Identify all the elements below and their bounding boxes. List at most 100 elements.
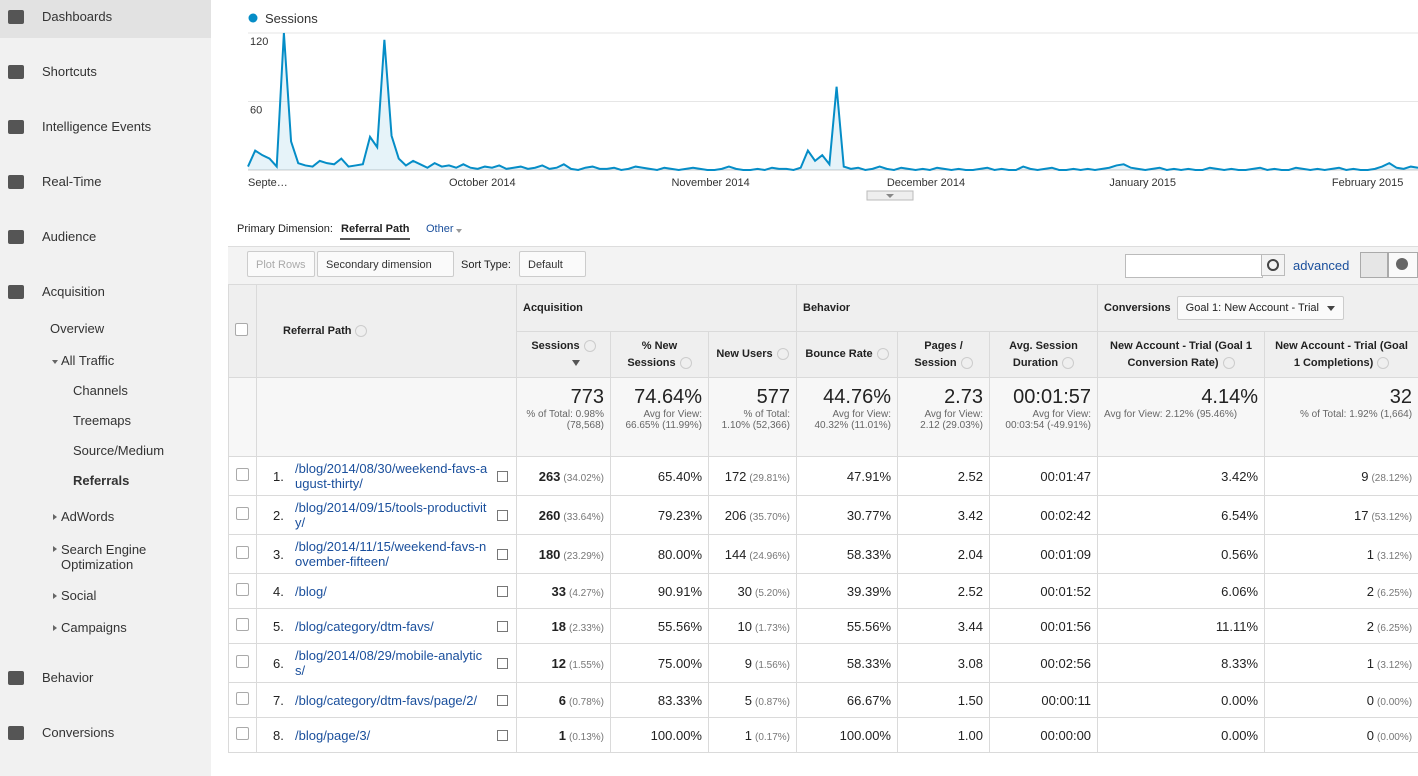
nav-item[interactable]: Real-Time (42, 174, 102, 189)
referral-link[interactable]: /blog/2014/08/29/mobile-analytics/ (295, 648, 483, 678)
data-row: 8./blog/page/3/1 (0.13%) 100.00% 1 (0.17%) 10… (228, 717, 1418, 753)
nav-subitem[interactable]: Source/Medium (73, 443, 165, 458)
new-users-cell: 206 (35.70%) (708, 495, 797, 535)
dimension-value[interactable]: Referral Path (341, 223, 410, 235)
new-users-cell: 1 (0.17%) (708, 717, 797, 753)
data-row: 1. /blog/2014/08/30/weekend-favs-august-t… (228, 456, 1418, 496)
secondary-dimension-button[interactable]: Secondary dimension (317, 251, 454, 294)
checkbox[interactable] (236, 692, 249, 705)
column-header[interactable]: Pages / Session (897, 331, 990, 378)
data-row: 7. /blog/category/dtm-favs/page/2/6 (0.78%… (228, 682, 1418, 718)
column-header[interactable]: % New Sessions (610, 331, 709, 378)
completions-cell: 0 (0.00%) (1264, 682, 1418, 718)
sessions-value: 18 (551, 618, 566, 634)
help-icon[interactable] (1222, 356, 1235, 369)
new-sessions-cell: 65.40% (610, 456, 709, 496)
search-input[interactable] (1125, 254, 1263, 278)
nav-subitem[interactable]: Social (61, 588, 97, 603)
total-note: Avg for View: 66.65% (11.99%) (625, 409, 702, 431)
nav-item[interactable]: Conversions (42, 725, 115, 740)
total-value: 00:01:57 (1013, 386, 1092, 408)
pie-view-button[interactable] (1388, 252, 1418, 278)
help-icon[interactable] (583, 339, 596, 352)
help-icon[interactable] (1062, 356, 1075, 369)
advanced-link[interactable]: advanced (1293, 258, 1350, 273)
nav-icon (8, 120, 24, 134)
checkbox[interactable] (236, 727, 249, 740)
table-view-button[interactable] (1360, 252, 1388, 278)
sessions-cell: 1 (0.13%) (516, 717, 611, 753)
nav-item[interactable]: Shortcuts (42, 64, 97, 79)
nav-item[interactable]: Dashboards (42, 9, 113, 24)
nav-subitem[interactable]: Referrals (73, 473, 130, 488)
external-link-icon[interactable] (497, 729, 508, 741)
external-link-icon[interactable] (497, 620, 508, 632)
referral-link[interactable]: /blog/category/dtm-favs/ (295, 618, 434, 634)
referral-link[interactable]: /blog/2014/11/15/weekend-favs-november-f… (295, 539, 487, 569)
nav-item[interactable]: Intelligence Events (42, 119, 152, 134)
external-link-icon[interactable] (497, 509, 508, 521)
help-icon[interactable] (1377, 356, 1390, 369)
external-link-icon[interactable] (497, 548, 508, 560)
checkbox[interactable] (236, 507, 249, 520)
column-header[interactable]: Bounce Rate (796, 331, 898, 378)
new-users-value: 5 (744, 692, 752, 708)
external-link-icon[interactable] (497, 657, 508, 669)
nav-subitem[interactable]: All Traffic (61, 353, 115, 368)
completions-cell: 9 (28.12%) (1264, 456, 1418, 496)
pages-cell: 2.04 (897, 534, 990, 574)
column-title: Bounce Rate (805, 348, 873, 360)
nav-item[interactable]: Audience (42, 229, 97, 244)
column-header[interactable]: New Users (708, 331, 797, 378)
search-button[interactable] (1261, 254, 1285, 276)
help-icon[interactable] (355, 325, 368, 338)
goal-dropdown[interactable]: Goal 1: New Account - Trial (1176, 296, 1344, 320)
help-icon[interactable] (960, 356, 973, 369)
external-link-icon[interactable] (497, 694, 508, 706)
nav-subitem[interactable]: Campaigns (61, 620, 127, 635)
referral-link[interactable]: /blog/2014/08/30/weekend-favs-august-thi… (295, 461, 488, 491)
column-header[interactable]: Sessions (516, 331, 611, 378)
checkbox[interactable] (236, 618, 249, 631)
checkbox[interactable] (235, 323, 248, 336)
active-highlight (0, 0, 211, 38)
toolbar: Plot Rows Secondary dimension Sort Type:… (228, 246, 1418, 294)
completions-value: 1 (1366, 546, 1375, 562)
row-number: 8. (273, 727, 284, 743)
completions-pct: (3.12%) (1377, 550, 1413, 562)
help-icon[interactable] (876, 348, 889, 361)
row-number: 3. (273, 546, 284, 562)
nav-item[interactable]: Acquisition (42, 284, 105, 299)
external-link-icon[interactable] (497, 585, 508, 597)
secondary-dimension-text: Secondary dimension (326, 259, 432, 271)
referral-link[interactable]: /blog/ (295, 583, 327, 599)
legend-label: Sessions (265, 11, 318, 26)
column-header[interactable]: New Account - Trial (Goal 1 Conversion R… (1097, 331, 1266, 378)
nav-subitem[interactable]: Treemaps (73, 413, 132, 428)
empty-cell (256, 377, 517, 457)
referral-link[interactable]: /blog/2014/09/15/tools-productivity/ (295, 500, 487, 530)
external-link-icon[interactable] (497, 470, 508, 482)
dimension-other[interactable]: Other (426, 223, 454, 235)
checkbox[interactable] (236, 583, 249, 596)
dimension-label: Primary Dimension: (237, 223, 333, 235)
sessions-pct: (0.13%) (568, 731, 604, 743)
nav-subitem[interactable]: Search Engine Optimization (61, 542, 147, 572)
sort-button[interactable]: Default (519, 251, 586, 294)
checkbox[interactable] (236, 655, 249, 668)
help-icon[interactable] (776, 348, 789, 361)
nav-subitem[interactable]: AdWords (61, 509, 115, 524)
nav-item[interactable]: Behavior (42, 670, 94, 685)
completions-value: 17 (1354, 507, 1369, 523)
nav-subitem[interactable]: Channels (73, 383, 128, 398)
help-icon[interactable] (679, 356, 692, 369)
referral-link[interactable]: /blog/page/3/ (295, 727, 371, 743)
nav-subitem[interactable]: Overview (50, 321, 105, 336)
sessions-cell: 180 (23.29%) (516, 534, 611, 574)
column-header[interactable]: Avg. Session Duration (988, 331, 1099, 378)
column-header[interactable]: New Account - Trial (Goal 1 Completions) (1264, 331, 1418, 378)
checkbox[interactable] (236, 468, 249, 481)
referral-link[interactable]: /blog/category/dtm-favs/page/2/ (295, 692, 478, 708)
plot-rows-button[interactable]: Plot Rows (247, 251, 315, 277)
checkbox[interactable] (236, 546, 249, 559)
